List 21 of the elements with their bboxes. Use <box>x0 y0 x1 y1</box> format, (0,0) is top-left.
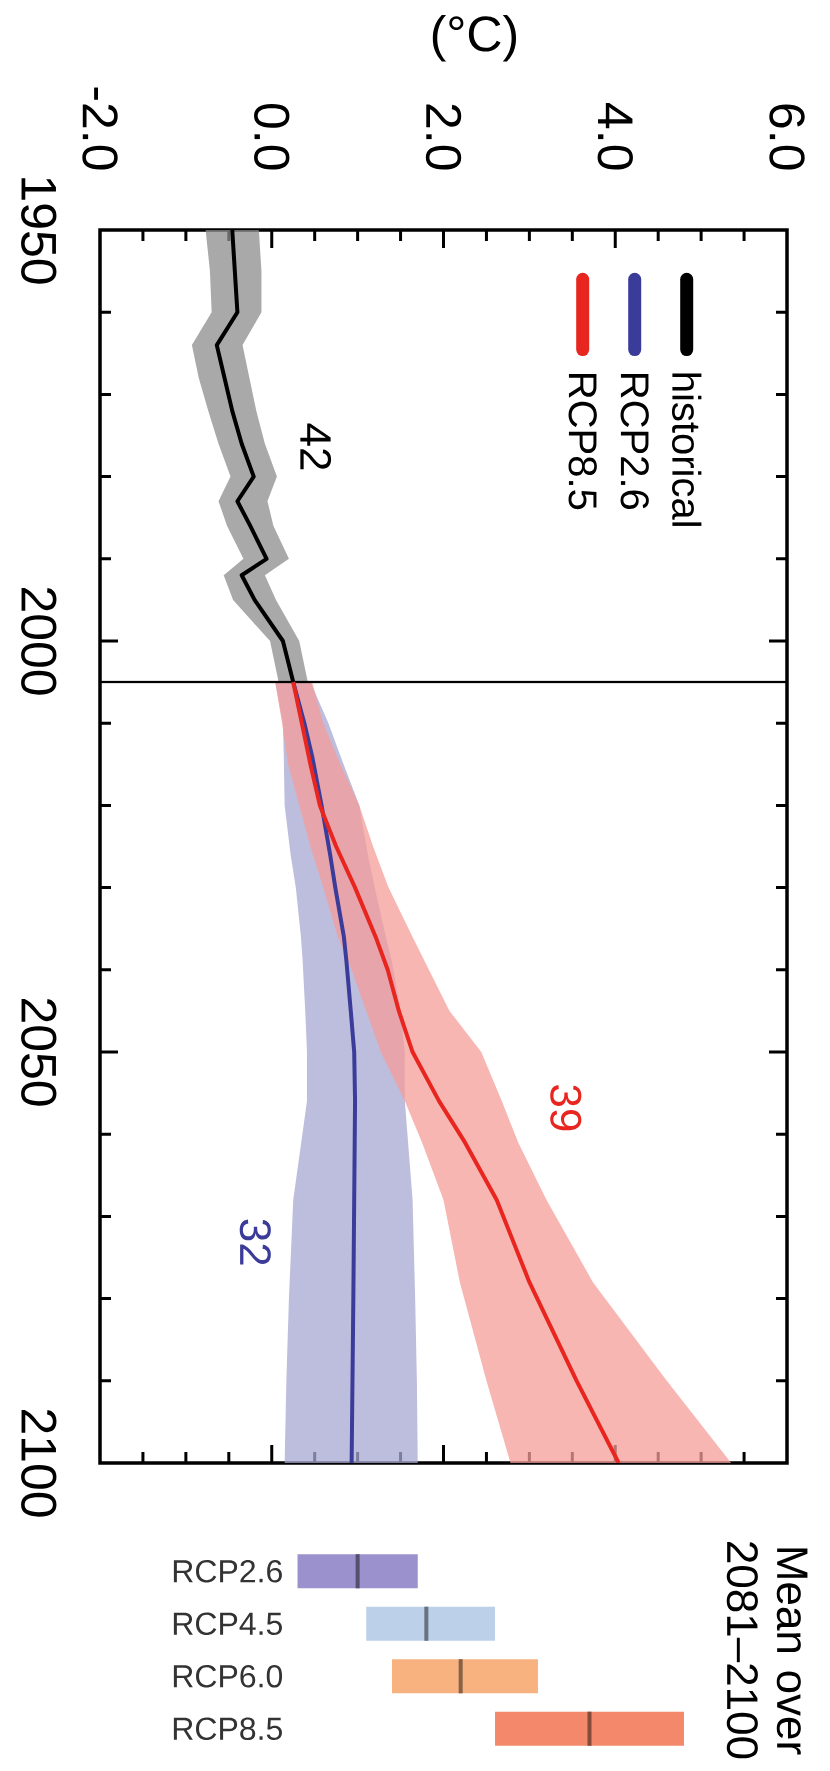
text: Mean over 2081–2100 <box>726 1542 808 1759</box>
y-tick-label: RCP8.5 <box>173 1717 282 1741</box>
annotation: 32 <box>239 1219 271 1265</box>
y-tick-label: 1950 <box>21 178 57 284</box>
y-tick-label: RCP4.5 <box>173 1612 282 1636</box>
legend-label: RCP8.5 <box>568 374 597 510</box>
y-tick-label: 2050 <box>21 998 57 1106</box>
y-tick-label: RCP2.6 <box>173 1559 282 1583</box>
x-axis-title: (°C) <box>432 14 517 62</box>
y-tick-label: 2000 <box>21 587 57 695</box>
x-tick-label: 0.0 <box>254 103 290 170</box>
y-tick-label: RCP6.0 <box>173 1664 283 1688</box>
legend-label: RCP2.6 <box>620 374 649 510</box>
annotation: 42 <box>300 423 332 470</box>
legend-label: historical <box>672 373 702 526</box>
x-tick-label: 4.0 <box>597 103 633 170</box>
x-tick-label: 2.0 <box>425 104 462 170</box>
x-tick-label: 6.0 <box>769 104 805 170</box>
x-tick-label: -2.0 <box>82 87 118 170</box>
annotation: 39 <box>550 1085 582 1131</box>
y-tick-label: 2100 <box>21 1409 57 1517</box>
